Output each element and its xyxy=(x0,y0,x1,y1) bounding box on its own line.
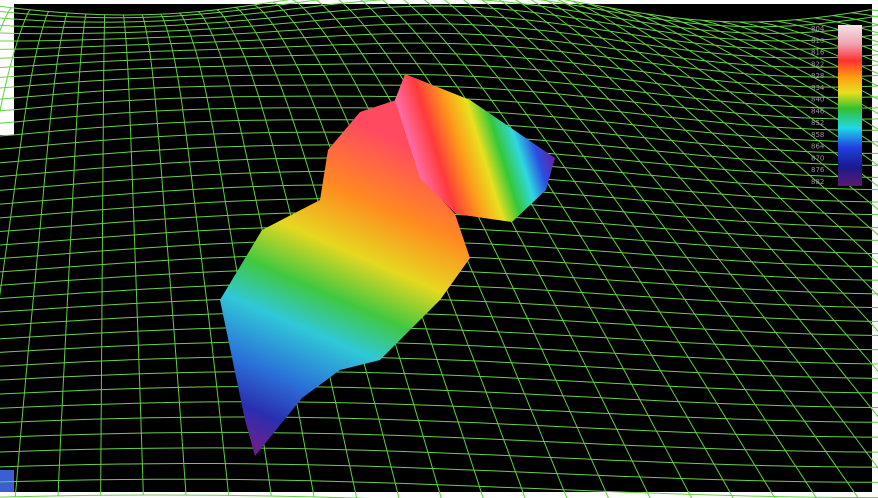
mesh-line xyxy=(0,52,878,88)
mesh-line xyxy=(0,401,878,423)
mesh-line xyxy=(664,15,878,130)
legend-label: 828 xyxy=(811,72,824,80)
mesh-line xyxy=(701,19,878,100)
mesh-line xyxy=(0,282,878,309)
mesh-line xyxy=(0,42,878,78)
mesh-line xyxy=(608,7,878,187)
side-patch xyxy=(0,470,14,492)
mesh-line xyxy=(0,84,878,120)
legend-label: 858 xyxy=(811,131,824,139)
legend-label: 822 xyxy=(811,60,824,68)
mesh-line xyxy=(0,478,878,498)
mesh-line xyxy=(0,311,878,337)
swath-lower xyxy=(220,98,470,456)
mesh-line xyxy=(0,416,878,438)
legend-label: 816 xyxy=(811,49,825,57)
side-strip xyxy=(0,135,14,492)
mesh-line xyxy=(0,371,878,394)
mesh-line xyxy=(0,0,871,23)
mesh-line xyxy=(0,14,878,50)
swath-upper xyxy=(395,74,555,222)
mesh-line xyxy=(0,73,878,109)
mesh-line xyxy=(0,23,878,59)
mesh-line xyxy=(0,447,878,468)
mesh-line xyxy=(0,32,878,68)
legend-label: 864 xyxy=(811,143,825,151)
mesh-line xyxy=(0,297,878,323)
legend-bar xyxy=(838,25,862,186)
mesh-line xyxy=(739,21,878,75)
mesh-line xyxy=(0,463,878,483)
mesh-line xyxy=(0,431,878,453)
mesh-line xyxy=(645,13,878,148)
legend-label: 876 xyxy=(811,166,825,174)
mesh-line xyxy=(0,326,878,351)
mesh-line xyxy=(0,355,878,379)
legend-label: 804 xyxy=(811,25,825,33)
mesh-line xyxy=(0,268,878,295)
mesh-line xyxy=(0,5,878,42)
legend-label: 870 xyxy=(811,154,824,162)
mesh-line xyxy=(0,385,878,409)
mesh-line xyxy=(683,18,878,115)
mesh-line xyxy=(589,3,878,211)
mesh-line xyxy=(627,10,878,167)
legend-label: 846 xyxy=(811,107,825,115)
mesh-line xyxy=(0,95,878,131)
mesh-line xyxy=(0,341,878,365)
mesh-line xyxy=(0,0,878,34)
legend-label: 852 xyxy=(811,119,824,127)
legend-label: 840 xyxy=(811,96,824,104)
mesh-line xyxy=(0,0,878,28)
legend-label: 834 xyxy=(811,84,825,92)
mesh-line xyxy=(0,9,31,114)
legend-label: 882 xyxy=(811,178,824,186)
legend-labels: 804 810 816 822 828 834 840 846 852 858 864 870 876 8… xyxy=(811,25,825,186)
legend-label: 810 xyxy=(811,37,824,45)
